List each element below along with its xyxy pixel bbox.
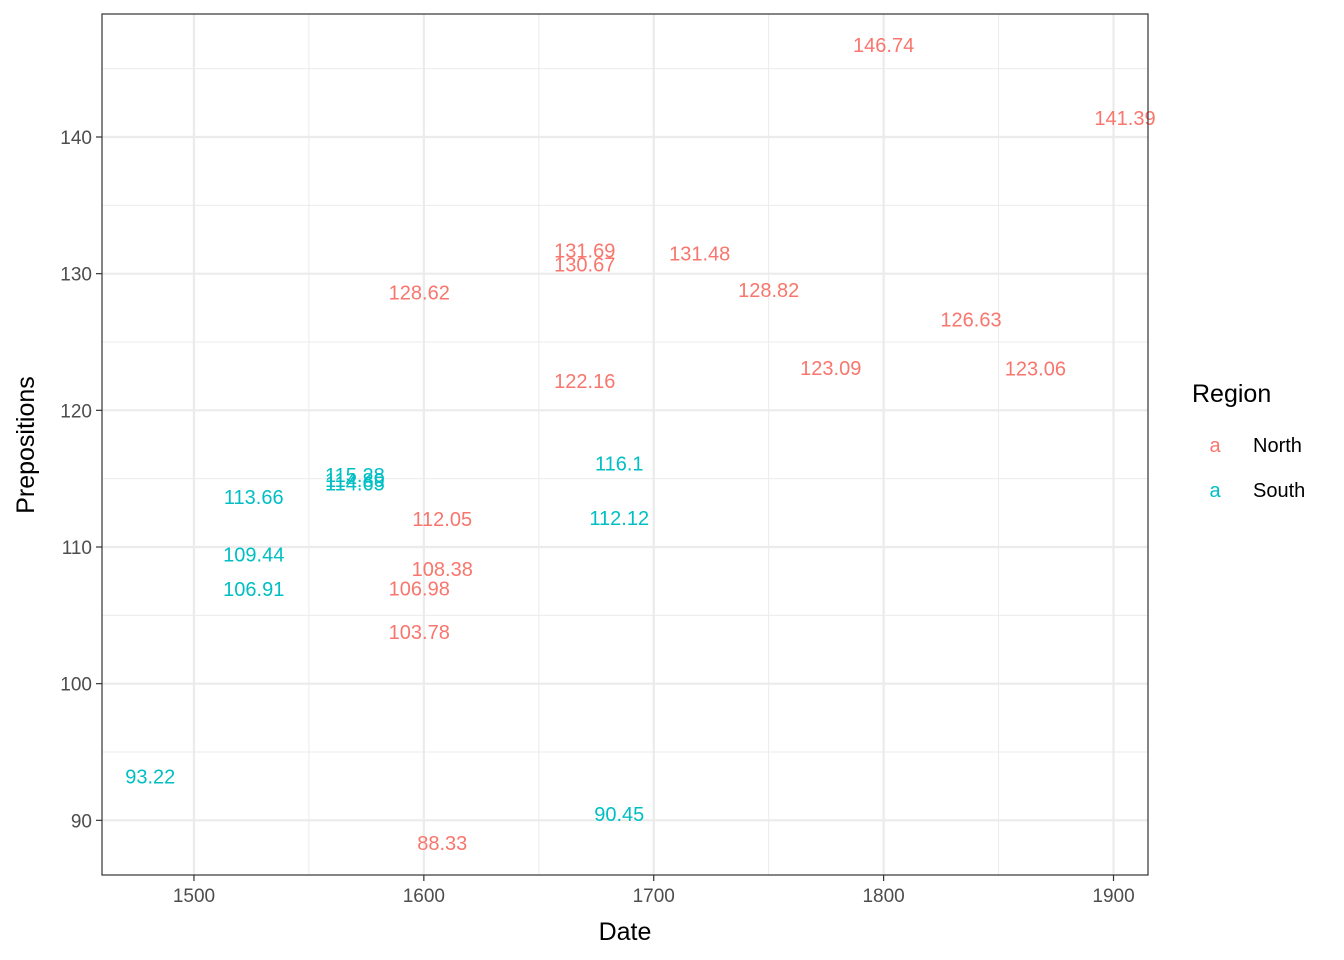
- y-axis: 90 100 110 120 130 140: [60, 128, 102, 832]
- x-axis: 1500 1600 1700 1800 1900: [173, 875, 1135, 907]
- minor-gridlines: [102, 14, 1148, 875]
- point-label-north: 141.39: [1094, 108, 1155, 130]
- legend-key-north: a: [1209, 435, 1221, 457]
- point-label-north: 108.38: [412, 559, 473, 581]
- x-tick-label: 1800: [862, 886, 904, 907]
- point-label-south: 115.28: [325, 465, 385, 487]
- legend-label-north: North: [1253, 435, 1302, 457]
- point-label-north: 130.67: [554, 255, 615, 277]
- point-label-north: 112.05: [412, 509, 472, 531]
- legend: Region a North a South: [1192, 380, 1305, 502]
- point-label-south: 113.66: [224, 487, 284, 509]
- point-label-north: 131.69: [554, 241, 615, 263]
- point-label-north: 146.74: [853, 35, 914, 57]
- y-tick-label: 130: [60, 265, 92, 286]
- point-label-south: 114.89: [325, 470, 385, 492]
- major-gridlines: [102, 14, 1148, 875]
- x-tick-label: 1900: [1092, 886, 1134, 907]
- x-tick-label: 1600: [403, 886, 445, 907]
- x-axis-title: Date: [599, 918, 652, 946]
- x-tick-label: 1500: [173, 886, 215, 907]
- point-label-south: 116.1: [595, 454, 644, 476]
- point-label-south: 93.22: [125, 766, 175, 788]
- point-label-south: 112.12: [589, 508, 649, 530]
- point-label-south: 106.91: [223, 579, 284, 601]
- point-label-north: 128.62: [389, 283, 450, 305]
- point-label-north: 122.16: [554, 371, 615, 393]
- point-label-north: 106.98: [389, 578, 450, 600]
- y-tick-label: 120: [60, 401, 92, 422]
- point-label-north: 123.06: [1005, 359, 1066, 381]
- legend-label-south: South: [1253, 480, 1305, 502]
- point-label-north: 128.82: [738, 280, 799, 302]
- point-label-north: 131.48: [669, 243, 730, 265]
- point-label-south: 109.44: [223, 545, 284, 567]
- y-tick-label: 100: [60, 675, 92, 696]
- point-label-north: 123.09: [800, 358, 861, 380]
- plot-panel: [102, 14, 1148, 875]
- point-label-north: 103.78: [389, 622, 450, 644]
- y-axis-title: Prepositions: [12, 376, 40, 514]
- point-label-north: 126.63: [940, 310, 1001, 332]
- y-tick-label: 110: [62, 538, 92, 559]
- legend-key-south: a: [1209, 480, 1221, 502]
- y-tick-label: 140: [60, 128, 92, 149]
- plot-border: [101, 13, 1149, 876]
- point-label-south: 114.65: [325, 473, 385, 495]
- x-tick-label: 1700: [633, 886, 675, 907]
- y-tick-label: 90: [71, 811, 92, 832]
- point-label-north: 88.33: [417, 833, 467, 855]
- legend-title: Region: [1192, 380, 1271, 408]
- point-label-south: 90.45: [594, 804, 644, 826]
